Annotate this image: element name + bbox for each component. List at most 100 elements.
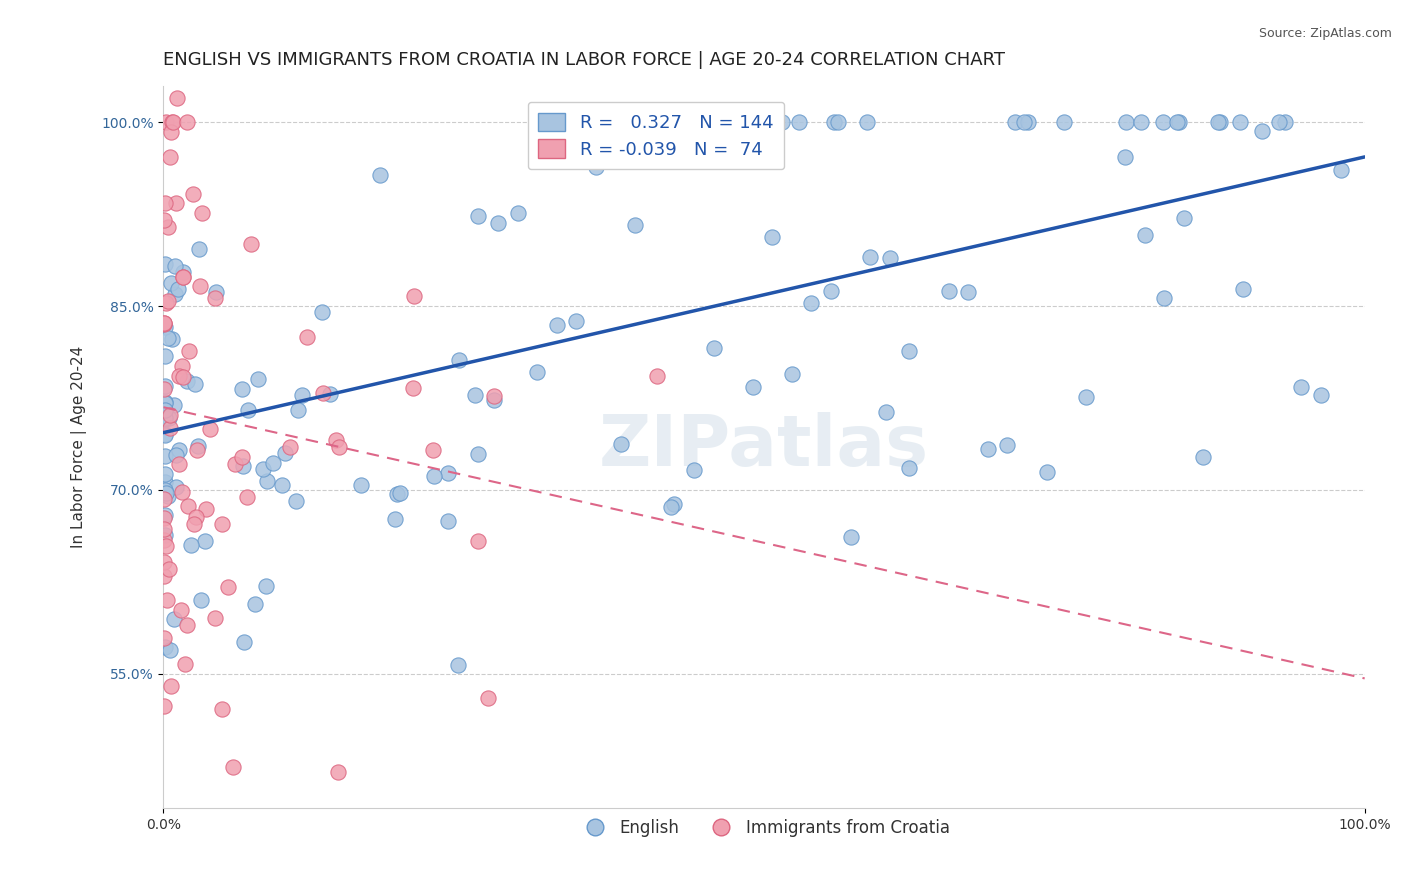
Point xyxy=(157,489,180,503)
Point xyxy=(153,257,176,271)
Text: ZIPatlas: ZIPatlas xyxy=(599,412,929,482)
Point xyxy=(160,276,183,290)
Point xyxy=(384,512,406,526)
Point xyxy=(447,658,470,673)
Point xyxy=(350,477,373,491)
Point xyxy=(370,168,392,182)
Point xyxy=(274,446,297,460)
Point xyxy=(165,479,187,493)
Point xyxy=(897,460,920,475)
Point xyxy=(184,376,207,391)
Point xyxy=(1274,115,1296,129)
Point xyxy=(172,265,194,279)
Point xyxy=(683,463,706,477)
Point xyxy=(204,611,226,625)
Point xyxy=(624,219,647,233)
Point xyxy=(285,493,308,508)
Point xyxy=(153,640,176,654)
Point xyxy=(1129,115,1152,129)
Point xyxy=(977,442,1000,457)
Point xyxy=(823,115,845,129)
Point xyxy=(477,690,499,705)
Point xyxy=(1267,115,1289,129)
Point xyxy=(153,316,176,330)
Point xyxy=(437,514,460,528)
Point xyxy=(287,403,309,417)
Point xyxy=(224,458,246,472)
Point xyxy=(190,593,212,607)
Point xyxy=(938,285,960,299)
Point xyxy=(859,250,882,264)
Point xyxy=(222,759,245,773)
Point xyxy=(172,359,194,373)
Point xyxy=(709,115,731,129)
Point xyxy=(157,411,180,425)
Point xyxy=(262,456,284,470)
Point xyxy=(820,284,842,298)
Point xyxy=(156,219,179,234)
Point xyxy=(388,486,411,500)
Point xyxy=(467,534,489,549)
Point xyxy=(160,332,183,346)
Point xyxy=(1229,115,1251,129)
Point xyxy=(155,395,177,409)
Point xyxy=(195,502,218,516)
Point xyxy=(153,427,176,442)
Point xyxy=(599,115,621,129)
Point xyxy=(239,236,262,251)
Point xyxy=(1232,282,1254,296)
Point xyxy=(1035,465,1057,479)
Point xyxy=(160,125,183,139)
Point xyxy=(160,115,183,129)
Point xyxy=(238,403,260,417)
Point xyxy=(180,538,202,552)
Point xyxy=(319,387,342,401)
Point xyxy=(659,500,682,514)
Point xyxy=(187,440,209,454)
Point xyxy=(153,213,176,227)
Point xyxy=(217,580,239,594)
Point xyxy=(254,579,277,593)
Point xyxy=(153,698,176,713)
Point xyxy=(200,422,222,436)
Point xyxy=(232,635,254,649)
Point xyxy=(311,305,333,319)
Point xyxy=(531,115,554,129)
Point xyxy=(291,387,314,401)
Point xyxy=(1310,388,1333,402)
Point xyxy=(153,631,176,645)
Point xyxy=(898,344,921,359)
Point xyxy=(1166,115,1188,129)
Point xyxy=(839,530,862,544)
Point xyxy=(166,91,188,105)
Point xyxy=(153,555,176,569)
Point xyxy=(787,115,810,129)
Point xyxy=(155,115,177,129)
Point xyxy=(546,318,568,332)
Point xyxy=(231,382,253,396)
Point xyxy=(157,562,180,576)
Point xyxy=(157,294,180,309)
Point xyxy=(153,491,176,506)
Point xyxy=(1153,291,1175,305)
Point xyxy=(243,597,266,611)
Point xyxy=(183,517,205,532)
Point xyxy=(159,679,181,693)
Point xyxy=(1192,450,1215,465)
Point xyxy=(153,379,176,393)
Point xyxy=(163,398,186,412)
Point xyxy=(153,449,176,463)
Y-axis label: In Labor Force | Age 20-24: In Labor Force | Age 20-24 xyxy=(72,346,87,548)
Point xyxy=(236,491,259,505)
Point xyxy=(165,287,187,301)
Point xyxy=(153,508,176,522)
Point xyxy=(1209,115,1232,129)
Text: ENGLISH VS IMMIGRANTS FROM CROATIA IN LABOR FORCE | AGE 20-24 CORRELATION CHART: ENGLISH VS IMMIGRANTS FROM CROATIA IN LA… xyxy=(163,51,1005,69)
Point xyxy=(153,533,176,547)
Point xyxy=(163,612,186,626)
Point xyxy=(155,296,177,310)
Point xyxy=(312,386,335,401)
Point xyxy=(153,349,176,363)
Point xyxy=(153,569,176,583)
Point xyxy=(1074,390,1097,404)
